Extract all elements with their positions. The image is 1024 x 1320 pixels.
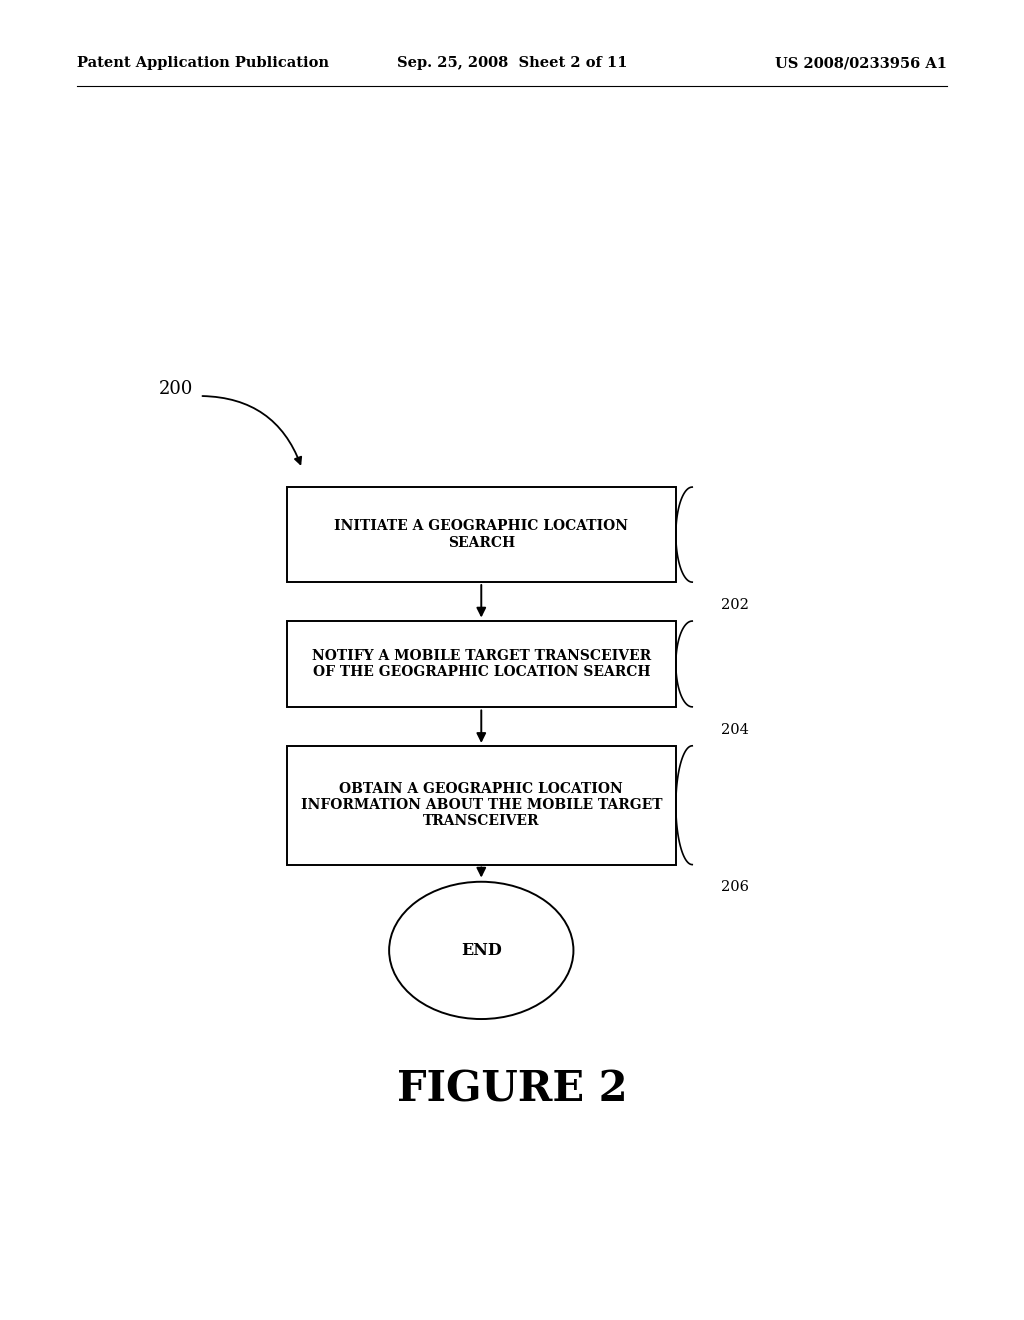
Bar (287, 487, 676, 582)
Text: Patent Application Publication: Patent Application Publication (77, 57, 329, 70)
Text: OBTAIN A GEOGRAPHIC LOCATION
INFORMATION ABOUT THE MOBILE TARGET
TRANSCEIVER: OBTAIN A GEOGRAPHIC LOCATION INFORMATION… (300, 781, 663, 829)
Text: FIGURE 2: FIGURE 2 (396, 1068, 628, 1110)
Text: NOTIFY A MOBILE TARGET TRANSCEIVER
OF THE GEOGRAPHIC LOCATION SEARCH: NOTIFY A MOBILE TARGET TRANSCEIVER OF TH… (311, 649, 651, 678)
Text: INITIATE A GEOGRAPHIC LOCATION
SEARCH: INITIATE A GEOGRAPHIC LOCATION SEARCH (334, 520, 629, 549)
Ellipse shape (389, 882, 573, 1019)
Bar (287, 620, 676, 708)
Text: 204: 204 (721, 722, 749, 737)
Text: 206: 206 (721, 880, 749, 895)
Text: 200: 200 (159, 380, 194, 399)
Text: 202: 202 (721, 598, 749, 612)
Bar (287, 746, 676, 865)
Text: Sep. 25, 2008  Sheet 2 of 11: Sep. 25, 2008 Sheet 2 of 11 (396, 57, 628, 70)
Text: END: END (461, 942, 502, 958)
Text: US 2008/0233956 A1: US 2008/0233956 A1 (775, 57, 947, 70)
